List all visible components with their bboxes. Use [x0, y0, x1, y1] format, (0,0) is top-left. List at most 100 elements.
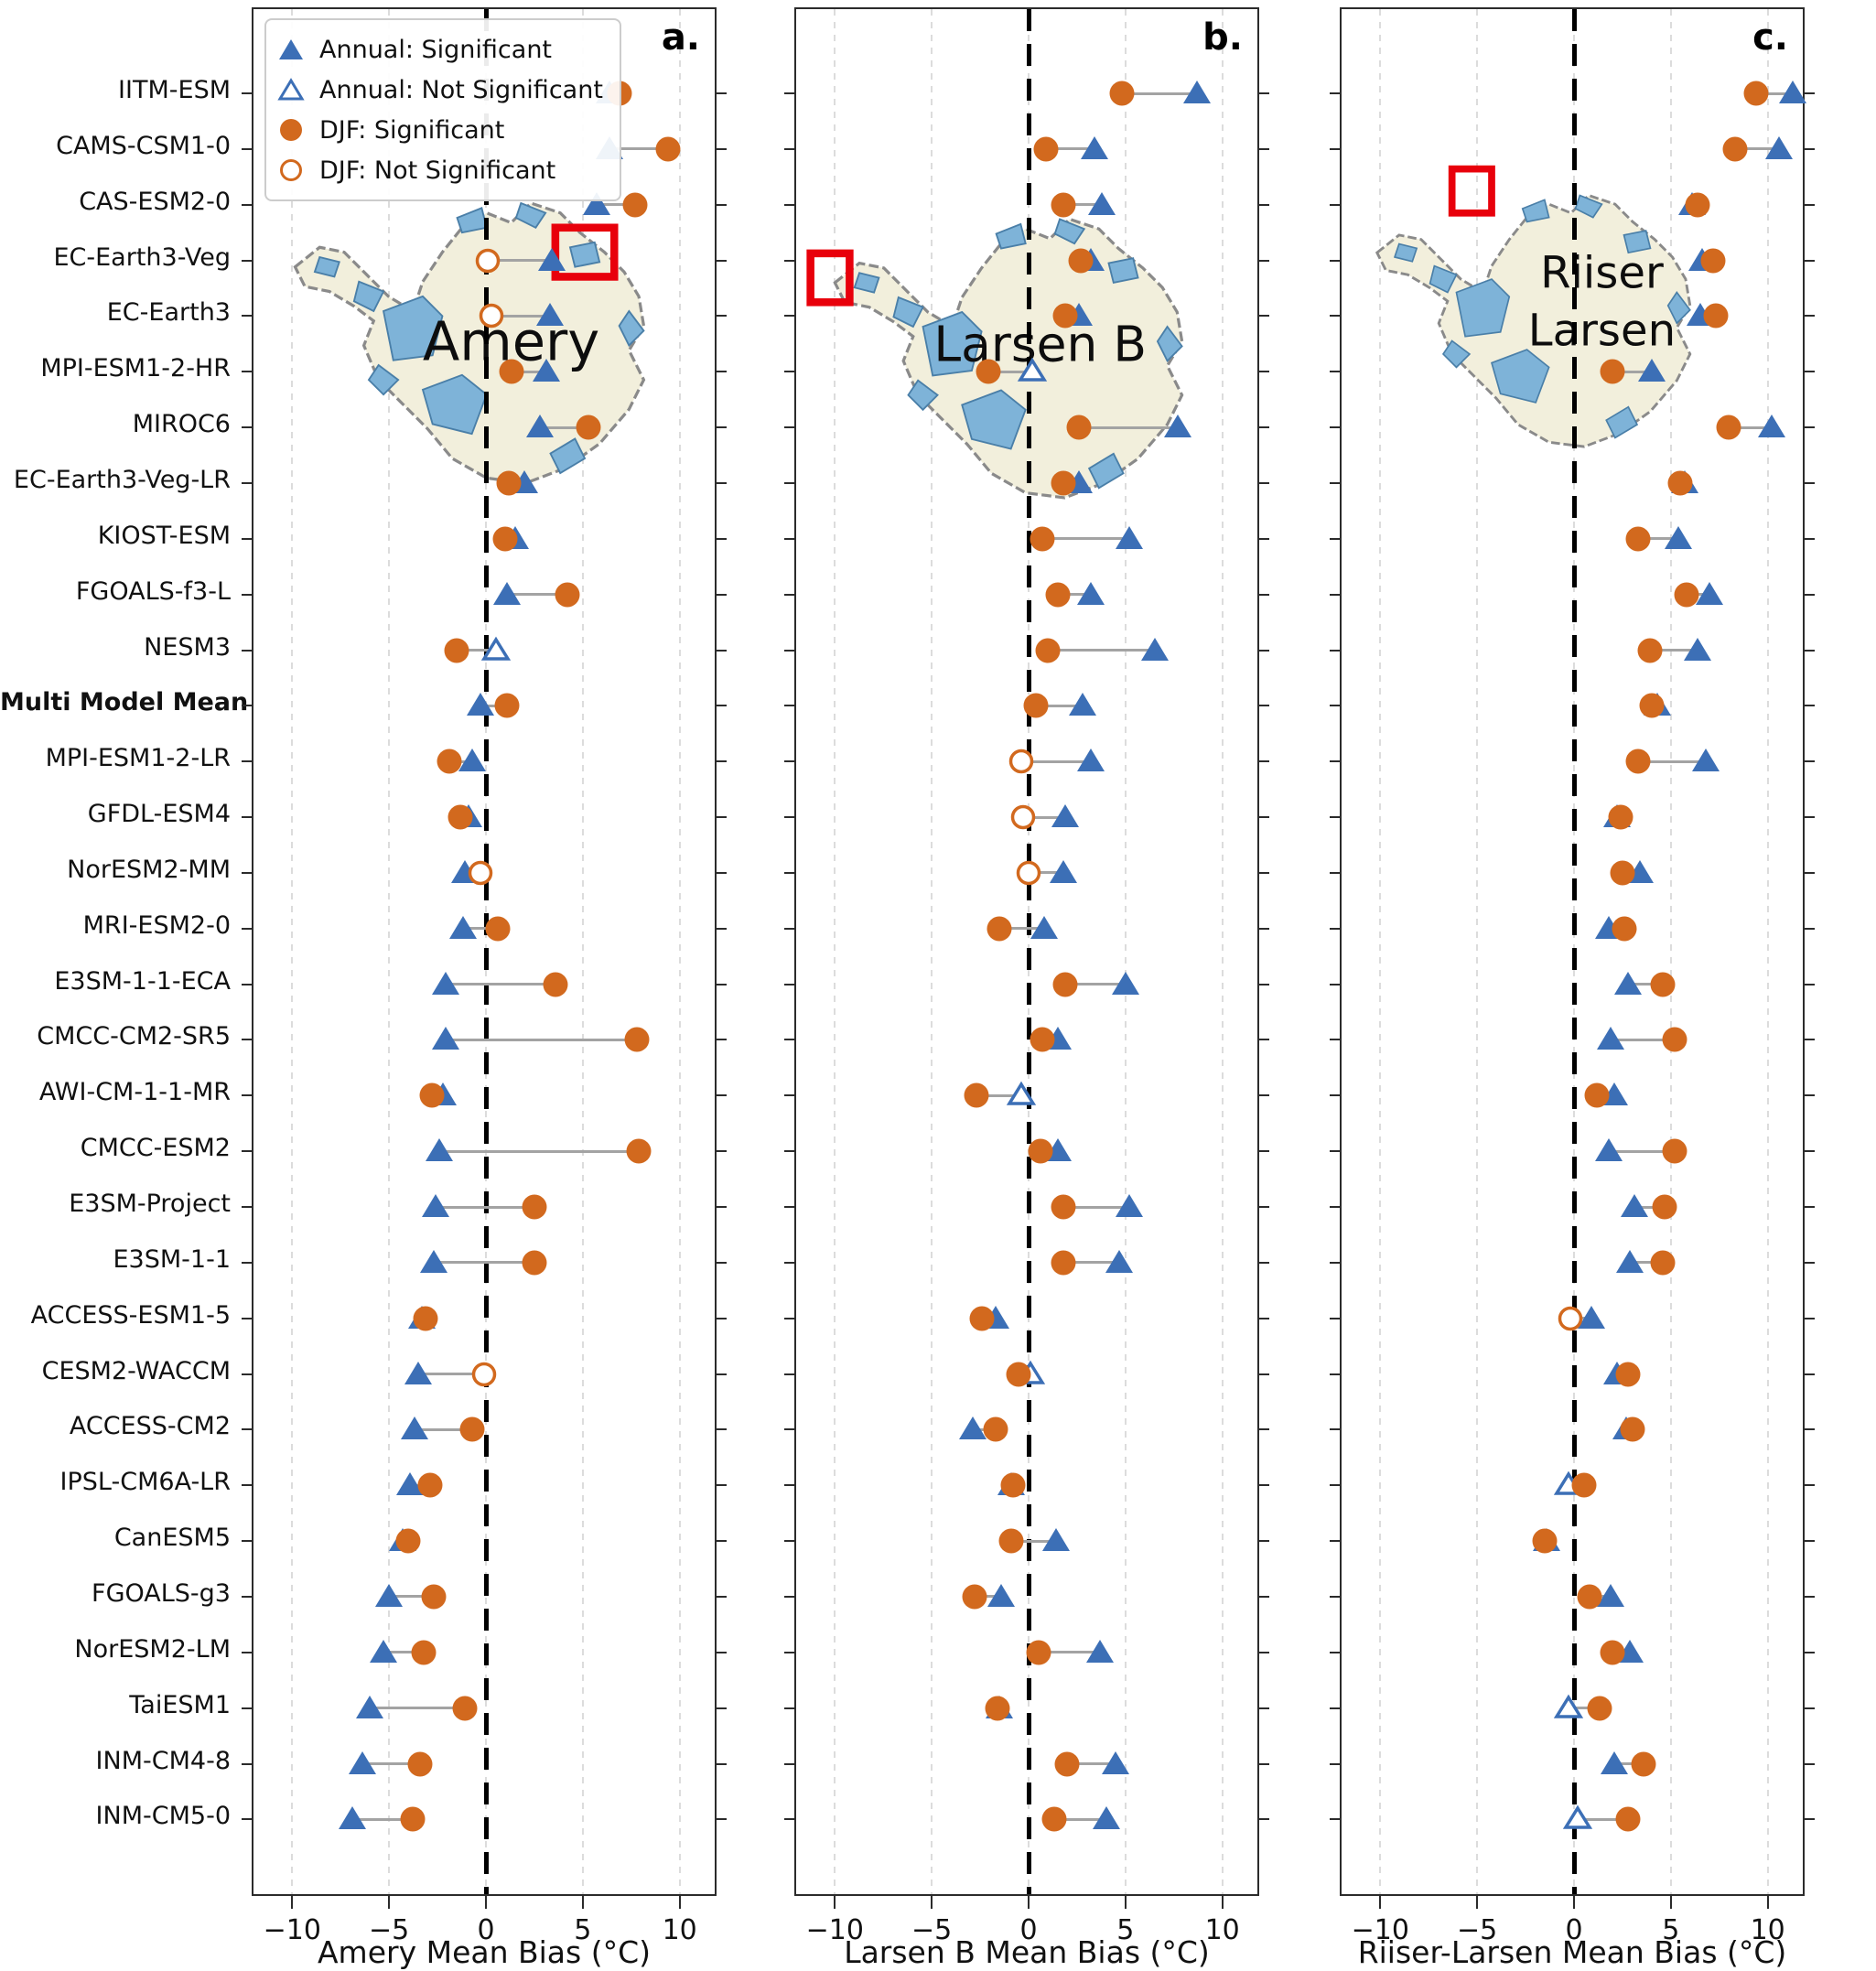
y-tick — [784, 1484, 795, 1487]
y-tick — [1258, 1595, 1269, 1598]
y-axis-label: INM-CM4-8 — [95, 1746, 231, 1775]
djf-significant-marker — [1639, 693, 1665, 718]
ice-shelf-shape — [1393, 242, 1418, 263]
djf-significant-marker — [1028, 1138, 1053, 1164]
y-tick — [1804, 1651, 1815, 1653]
y-axis-label: CMCC-ESM2 — [80, 1134, 231, 1163]
djf-significant-marker — [1051, 470, 1076, 496]
connector-line — [414, 1427, 473, 1431]
y-axis-label: MIROC6 — [132, 410, 231, 439]
djf-significant-marker — [419, 1082, 445, 1108]
annual-significant-marker — [1076, 581, 1105, 605]
y-tick — [1258, 1428, 1269, 1431]
djf-significant-marker — [1045, 582, 1071, 608]
djf-significant-marker — [1610, 860, 1635, 886]
annual-significant-marker — [582, 191, 610, 215]
y-tick — [1330, 649, 1341, 652]
annual-significant-marker — [537, 247, 566, 271]
annual-significant-marker — [400, 1416, 428, 1440]
ice-shelf-shape — [456, 207, 488, 234]
y-tick — [242, 871, 253, 874]
y-tick — [716, 371, 727, 373]
ice-shelf-shape — [1521, 199, 1550, 223]
gridline — [931, 9, 933, 1894]
y-tick — [1804, 1317, 1815, 1319]
y-tick — [716, 1428, 727, 1431]
djf-significant-marker — [417, 1472, 443, 1498]
y-tick — [716, 426, 727, 429]
annual-significant-marker — [1616, 1249, 1644, 1273]
y-tick — [1804, 1818, 1815, 1821]
connector-line — [1057, 593, 1091, 597]
y-tick — [1258, 1094, 1269, 1097]
gridline — [1221, 9, 1224, 1894]
y-axis-label: NorESM2-LM — [74, 1634, 231, 1664]
y-tick — [1330, 1317, 1341, 1319]
ice-shelf-shape — [313, 255, 340, 278]
ice-shelf-shape — [1053, 218, 1086, 245]
djf-significant-marker — [499, 359, 524, 384]
zero-reference-line — [1026, 9, 1031, 1894]
antarctica-map-inset: Amery — [293, 201, 646, 485]
connector-line — [1029, 871, 1064, 875]
zero-reference-line — [1571, 9, 1577, 1894]
region-highlight-box — [551, 223, 619, 281]
annual-significant-marker — [448, 915, 477, 939]
x-tick-label: −5 — [911, 1914, 953, 1946]
annual-significant-marker — [535, 303, 564, 327]
y-tick — [242, 1150, 253, 1153]
x-axis-title: Larsen B Mean Bias (°C) — [844, 1934, 1210, 1970]
y-tick — [716, 1651, 727, 1653]
y-tick — [1258, 426, 1269, 429]
y-tick — [716, 705, 727, 707]
y-tick — [716, 203, 727, 206]
y-tick — [242, 315, 253, 318]
y-tick — [242, 1317, 253, 1319]
ice-shelf-shape — [421, 373, 488, 436]
y-axis-label: INM-CM5-0 — [95, 1802, 231, 1831]
annual-significant-marker — [493, 581, 522, 605]
y-tick — [716, 1762, 727, 1765]
y-tick — [1804, 1039, 1815, 1041]
djf-significant-marker — [555, 582, 580, 608]
y-axis-label: IITM-ESM — [118, 76, 231, 104]
y-axis-label: E3SM-1-1 — [113, 1244, 231, 1274]
annual-significant-marker — [431, 971, 459, 995]
y-tick — [716, 871, 727, 874]
ice-shelf-shape — [1623, 230, 1652, 254]
djf-significant-marker — [624, 1027, 650, 1052]
annual-significant-marker — [426, 1138, 454, 1162]
annual-significant-marker — [1691, 749, 1720, 772]
y-tick — [716, 481, 727, 484]
y-axis-label: MPI-ESM1-2-HR — [40, 354, 231, 383]
y-tick — [1804, 927, 1815, 930]
y-axis-label: NESM3 — [144, 632, 231, 662]
y-tick — [1330, 203, 1341, 206]
djf-significant-marker — [543, 972, 568, 997]
y-tick — [716, 927, 727, 930]
djf-significant-marker — [1662, 1027, 1687, 1052]
djf-significant-marker — [1052, 303, 1078, 328]
djf-significant-marker — [1625, 749, 1651, 774]
djf-significant-marker — [576, 415, 601, 440]
annual-significant-marker — [1086, 1639, 1115, 1663]
y-tick — [1258, 371, 1269, 373]
y-tick — [242, 1206, 253, 1208]
legend-item: Annual: Significant — [277, 29, 603, 70]
y-tick — [784, 1651, 795, 1653]
djf-significant-marker — [496, 470, 522, 496]
y-tick — [1258, 1317, 1269, 1319]
y-tick — [1330, 593, 1341, 596]
ice-shelf-shape — [892, 296, 924, 328]
annual-significant-marker — [1183, 81, 1212, 103]
y-tick — [1258, 1818, 1269, 1821]
y-tick — [1258, 1039, 1269, 1041]
annual-significant-marker — [1601, 1750, 1629, 1774]
djf-significant-marker — [400, 1806, 426, 1832]
y-tick — [1330, 1261, 1341, 1264]
x-tick — [485, 1896, 487, 1909]
y-tick — [784, 1039, 795, 1041]
x-tick-label: 5 — [574, 1914, 592, 1946]
connector-line — [987, 370, 1033, 373]
